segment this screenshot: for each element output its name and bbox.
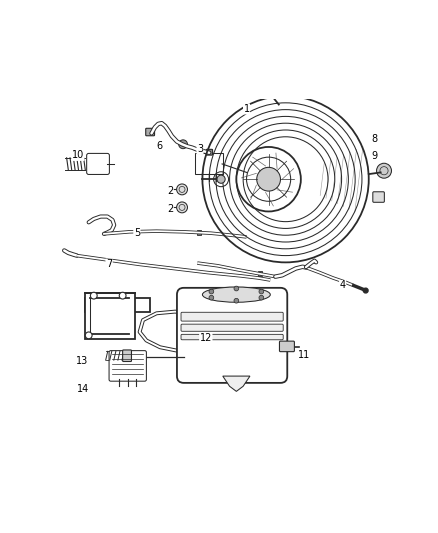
Bar — [197, 230, 201, 235]
Circle shape — [234, 298, 239, 303]
Bar — [258, 271, 262, 276]
Text: 5: 5 — [134, 228, 140, 238]
Circle shape — [363, 288, 368, 293]
FancyBboxPatch shape — [90, 298, 130, 334]
FancyBboxPatch shape — [181, 324, 283, 332]
Text: 9: 9 — [371, 151, 378, 161]
FancyBboxPatch shape — [181, 312, 283, 321]
Polygon shape — [223, 376, 250, 391]
Circle shape — [209, 295, 214, 300]
FancyBboxPatch shape — [85, 293, 134, 339]
Text: 11: 11 — [298, 350, 311, 360]
Text: 14: 14 — [77, 384, 89, 394]
FancyBboxPatch shape — [123, 350, 131, 361]
Circle shape — [234, 286, 239, 291]
Circle shape — [257, 167, 280, 191]
Circle shape — [119, 292, 126, 299]
Circle shape — [209, 289, 214, 294]
Circle shape — [90, 292, 97, 299]
Circle shape — [179, 140, 187, 149]
FancyBboxPatch shape — [109, 351, 146, 381]
Polygon shape — [85, 293, 150, 317]
Text: 12: 12 — [200, 333, 212, 343]
Circle shape — [259, 289, 264, 294]
FancyBboxPatch shape — [146, 128, 155, 136]
Circle shape — [177, 202, 187, 213]
Ellipse shape — [202, 287, 270, 302]
FancyBboxPatch shape — [279, 341, 294, 352]
FancyBboxPatch shape — [87, 154, 110, 174]
FancyBboxPatch shape — [206, 149, 212, 155]
Text: 2: 2 — [167, 204, 173, 214]
Text: 4: 4 — [339, 280, 346, 290]
FancyBboxPatch shape — [177, 288, 287, 383]
Text: 13: 13 — [76, 357, 88, 367]
Circle shape — [217, 175, 225, 183]
FancyBboxPatch shape — [373, 192, 385, 203]
Text: 3: 3 — [197, 144, 203, 154]
Text: 2: 2 — [167, 186, 173, 196]
Circle shape — [377, 163, 392, 178]
Circle shape — [85, 332, 92, 339]
Text: 6: 6 — [156, 141, 162, 151]
FancyBboxPatch shape — [181, 334, 283, 340]
Text: 1: 1 — [244, 104, 250, 114]
Circle shape — [177, 184, 187, 195]
Text: 10: 10 — [72, 150, 84, 160]
FancyBboxPatch shape — [195, 154, 223, 174]
Circle shape — [259, 295, 264, 300]
Text: 7: 7 — [106, 259, 112, 269]
Text: 8: 8 — [371, 134, 378, 144]
